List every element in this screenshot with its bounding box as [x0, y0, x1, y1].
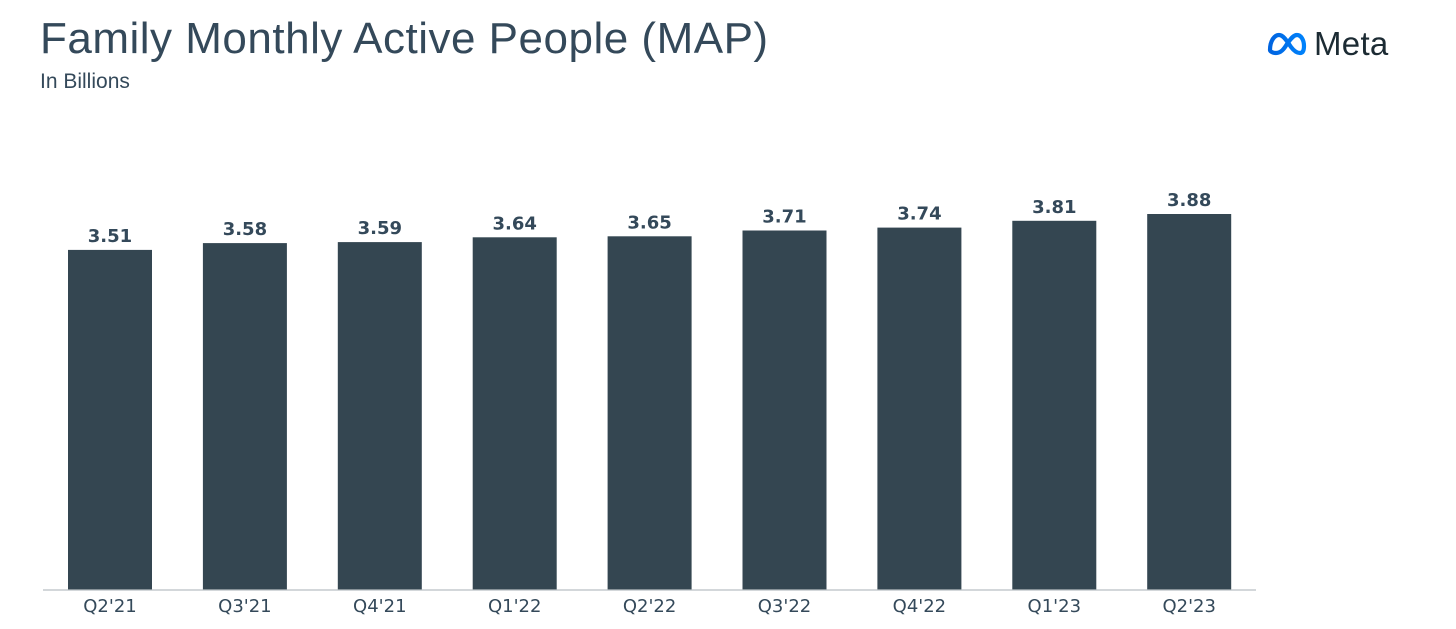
bar-Q1'23 — [1012, 220, 1097, 591]
chart-title: Family Monthly Active People (MAP) — [40, 14, 769, 63]
value-label: 3.64 — [492, 213, 536, 234]
value-labels-group: 3.51 3.58 3.59 3.64 3.65 3.71 3.74 3.81 3.88 — [88, 190, 1212, 247]
category-label: Q4'22 — [893, 596, 946, 617]
meta-infinity-icon — [1267, 32, 1307, 56]
bar-Q4'22 — [877, 227, 962, 590]
meta-wordmark: Meta — [1314, 25, 1389, 62]
bar-Q3'22 — [742, 230, 827, 590]
value-label: 3.71 — [762, 207, 806, 228]
bar-Q4'21 — [337, 242, 422, 590]
meta-logo: Meta — [1266, 25, 1389, 63]
bar-Q3'21 — [202, 243, 287, 590]
value-label: 3.81 — [1032, 197, 1076, 218]
category-label: Q2'21 — [83, 596, 136, 617]
value-label: 3.59 — [358, 218, 402, 239]
bar-Q2'22 — [607, 236, 692, 591]
value-label: 3.51 — [88, 226, 132, 247]
category-label: Q2'23 — [1162, 596, 1215, 617]
bar-Q2'23 — [1147, 214, 1232, 590]
category-label: Q2'22 — [623, 596, 676, 617]
category-labels-group: Q2'21 Q3'21 Q4'21 Q1'22 Q2'22 Q3'22 Q4'22 Q1'23… — [83, 596, 1216, 617]
bar-Q2'21 — [68, 249, 152, 590]
category-label: Q3'21 — [218, 596, 271, 617]
value-label: 3.58 — [223, 219, 267, 240]
chart-subtitle: In Billions — [40, 70, 130, 93]
bars-group — [68, 214, 1232, 591]
bar-Q1'22 — [472, 237, 557, 591]
value-label: 3.65 — [627, 212, 671, 233]
category-label: Q1'23 — [1028, 596, 1081, 617]
category-label: Q4'21 — [353, 596, 406, 617]
category-label: Q1'22 — [488, 596, 541, 617]
category-label: Q3'22 — [758, 596, 811, 617]
value-label: 3.88 — [1167, 190, 1211, 211]
value-label: 3.74 — [897, 204, 941, 225]
